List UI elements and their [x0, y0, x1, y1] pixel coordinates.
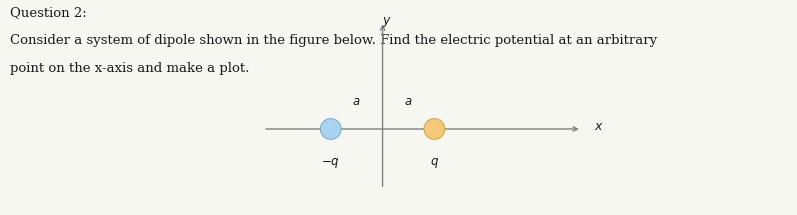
- Text: $a$: $a$: [404, 95, 413, 108]
- Text: $x$: $x$: [594, 120, 603, 133]
- Ellipse shape: [424, 119, 445, 139]
- Text: $q$: $q$: [430, 156, 439, 170]
- Text: $y$: $y$: [382, 15, 391, 29]
- Text: Question 2:: Question 2:: [10, 6, 86, 19]
- Ellipse shape: [320, 119, 341, 139]
- Text: Consider a system of dipole shown in the figure below. Find the electric potenti: Consider a system of dipole shown in the…: [10, 34, 657, 47]
- Text: point on the x-axis and make a plot.: point on the x-axis and make a plot.: [10, 62, 249, 75]
- Text: $a$: $a$: [352, 95, 361, 108]
- Text: $-q$: $-q$: [321, 156, 340, 170]
